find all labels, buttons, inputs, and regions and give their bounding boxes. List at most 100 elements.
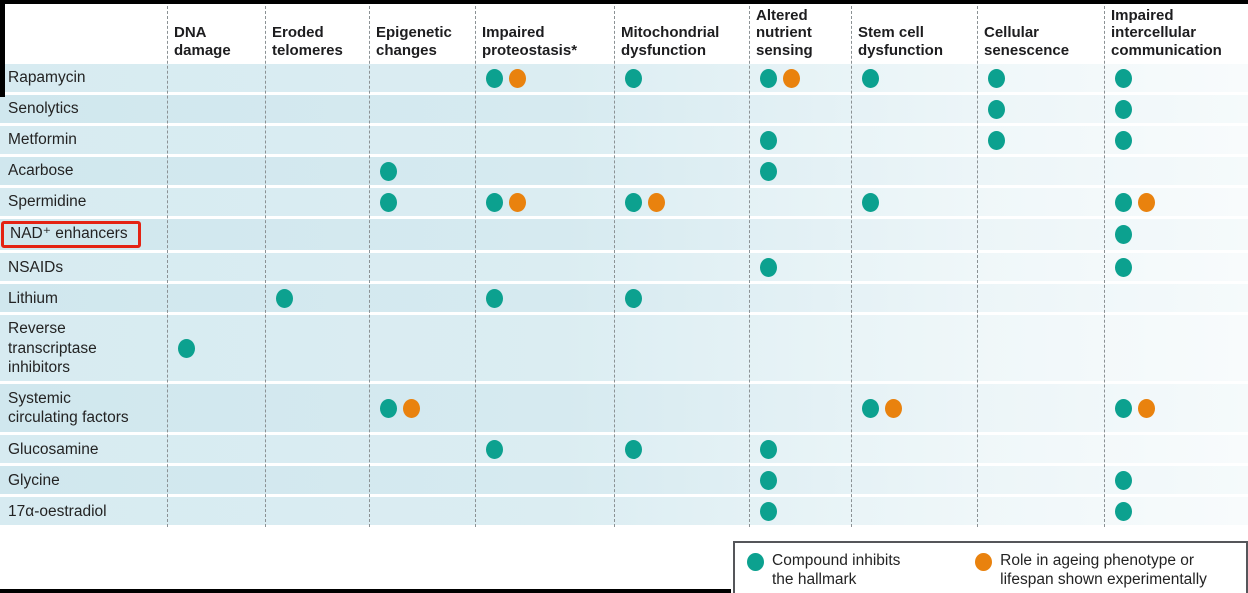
column-divider	[977, 6, 978, 527]
teal-dot	[862, 398, 879, 418]
cell-dna	[167, 466, 265, 494]
teal-dot	[862, 68, 879, 88]
cell-proteostasis	[475, 384, 614, 432]
row-label: 17α-oestradiol	[8, 502, 107, 520]
cell-dna	[167, 157, 265, 185]
cell-epigenetic	[369, 466, 475, 494]
teal-dot	[988, 130, 1005, 150]
cell-dna	[167, 435, 265, 463]
cell-telomeres	[265, 157, 369, 185]
orange-dot	[509, 68, 526, 88]
cell-stemcell	[851, 284, 977, 312]
row-reverse-transcriptase-inhibitors: Reverse transcriptase inhibitors	[0, 315, 1248, 382]
teal-dot	[988, 68, 1005, 88]
cell-senescence	[977, 95, 1104, 123]
cell-nutrient	[749, 157, 851, 185]
legend-item-inhibits: Compound inhibits the hallmark	[747, 552, 975, 590]
cell-mitochondrial	[614, 435, 749, 463]
cell-intercellular	[1104, 64, 1248, 92]
cell-nutrient	[749, 188, 851, 216]
cell-stemcell	[851, 384, 977, 432]
teal-dot	[1115, 398, 1132, 418]
column-divider	[475, 6, 476, 527]
cell-intercellular	[1104, 384, 1248, 432]
cell-mitochondrial	[614, 384, 749, 432]
cell-epigenetic	[369, 188, 475, 216]
teal-dot	[1115, 225, 1132, 245]
cell-stemcell	[851, 157, 977, 185]
cell-stemcell	[851, 95, 977, 123]
orange-dot	[885, 398, 902, 418]
column-divider	[749, 6, 750, 527]
legend: Compound inhibits the hallmark Role in a…	[733, 541, 1248, 593]
teal-dot	[760, 470, 777, 490]
row-label: Acarbose	[8, 162, 74, 180]
teal-dot-icon	[747, 553, 764, 571]
column-header-row: DNA damage Eroded telomeres Epigenetic cha…	[0, 4, 1248, 62]
teal-dot	[1115, 130, 1132, 150]
cell-nutrient	[749, 497, 851, 525]
orange-dot	[403, 398, 420, 418]
row-label-cell: Glycine	[0, 469, 167, 492]
teal-dot	[625, 288, 642, 308]
figure-border-top	[0, 0, 1248, 4]
row-label: Systemic circulating factors	[8, 390, 129, 427]
teal-dot	[760, 501, 777, 521]
cell-senescence	[977, 315, 1104, 381]
cell-dna	[167, 284, 265, 312]
cell-epigenetic	[369, 64, 475, 92]
teal-dot	[380, 192, 397, 212]
row-spermidine: Spermidine	[0, 188, 1248, 216]
cell-senescence	[977, 435, 1104, 463]
cell-dna	[167, 64, 265, 92]
cell-intercellular	[1104, 126, 1248, 154]
cell-telomeres	[265, 466, 369, 494]
cell-intercellular	[1104, 188, 1248, 216]
cell-intercellular	[1104, 219, 1248, 250]
row-senolytics: Senolytics	[0, 95, 1248, 123]
cell-proteostasis	[475, 64, 614, 92]
column-header-nutrient: Altered nutrient sensing	[756, 6, 813, 59]
teal-dot	[1115, 99, 1132, 119]
orange-dot-icon	[975, 553, 993, 571]
cell-intercellular	[1104, 497, 1248, 525]
cell-mitochondrial	[614, 95, 749, 123]
row-nsaids: NSAIDs	[0, 253, 1248, 282]
row-label-cell: Spermidine	[0, 190, 167, 213]
column-header-proteostasis: Impaired proteostasis*	[482, 24, 578, 59]
row-17-oestradiol: 17α-oestradiol	[0, 497, 1248, 526]
figure-border-left	[0, 0, 5, 97]
cell-proteostasis	[475, 95, 614, 123]
cell-senescence	[977, 157, 1104, 185]
row-label-cell: NSAIDs	[0, 256, 167, 279]
cell-epigenetic	[369, 126, 475, 154]
row-metformin: Metformin	[0, 126, 1248, 154]
cell-epigenetic	[369, 497, 475, 525]
cell-dna	[167, 219, 265, 250]
cell-stemcell	[851, 253, 977, 281]
teal-dot	[760, 68, 777, 88]
cell-epigenetic	[369, 284, 475, 312]
cell-epigenetic	[369, 95, 475, 123]
cell-nutrient	[749, 219, 851, 250]
row-label-highlighted: NAD⁺ enhancers	[1, 221, 141, 249]
cell-nutrient	[749, 64, 851, 92]
cell-senescence	[977, 126, 1104, 154]
cell-epigenetic	[369, 435, 475, 463]
cell-nutrient	[749, 466, 851, 494]
legend-label: Role in ageing phenotype or lifespan sho…	[1000, 552, 1207, 588]
cell-mitochondrial	[614, 64, 749, 92]
cell-proteostasis	[475, 497, 614, 525]
cell-telomeres	[265, 95, 369, 123]
orange-dot	[783, 68, 800, 88]
row-label-cell: NAD⁺ enhancers	[0, 219, 167, 250]
row-glycine: Glycine	[0, 466, 1248, 495]
cell-telomeres	[265, 497, 369, 525]
row-label-cell: Acarbose	[0, 159, 167, 182]
cell-senescence	[977, 219, 1104, 250]
cell-proteostasis	[475, 188, 614, 216]
cell-proteostasis	[475, 219, 614, 250]
cell-dna	[167, 188, 265, 216]
cell-proteostasis	[475, 253, 614, 281]
column-header-mitochondrial: Mitochondrial dysfunction	[621, 24, 720, 59]
